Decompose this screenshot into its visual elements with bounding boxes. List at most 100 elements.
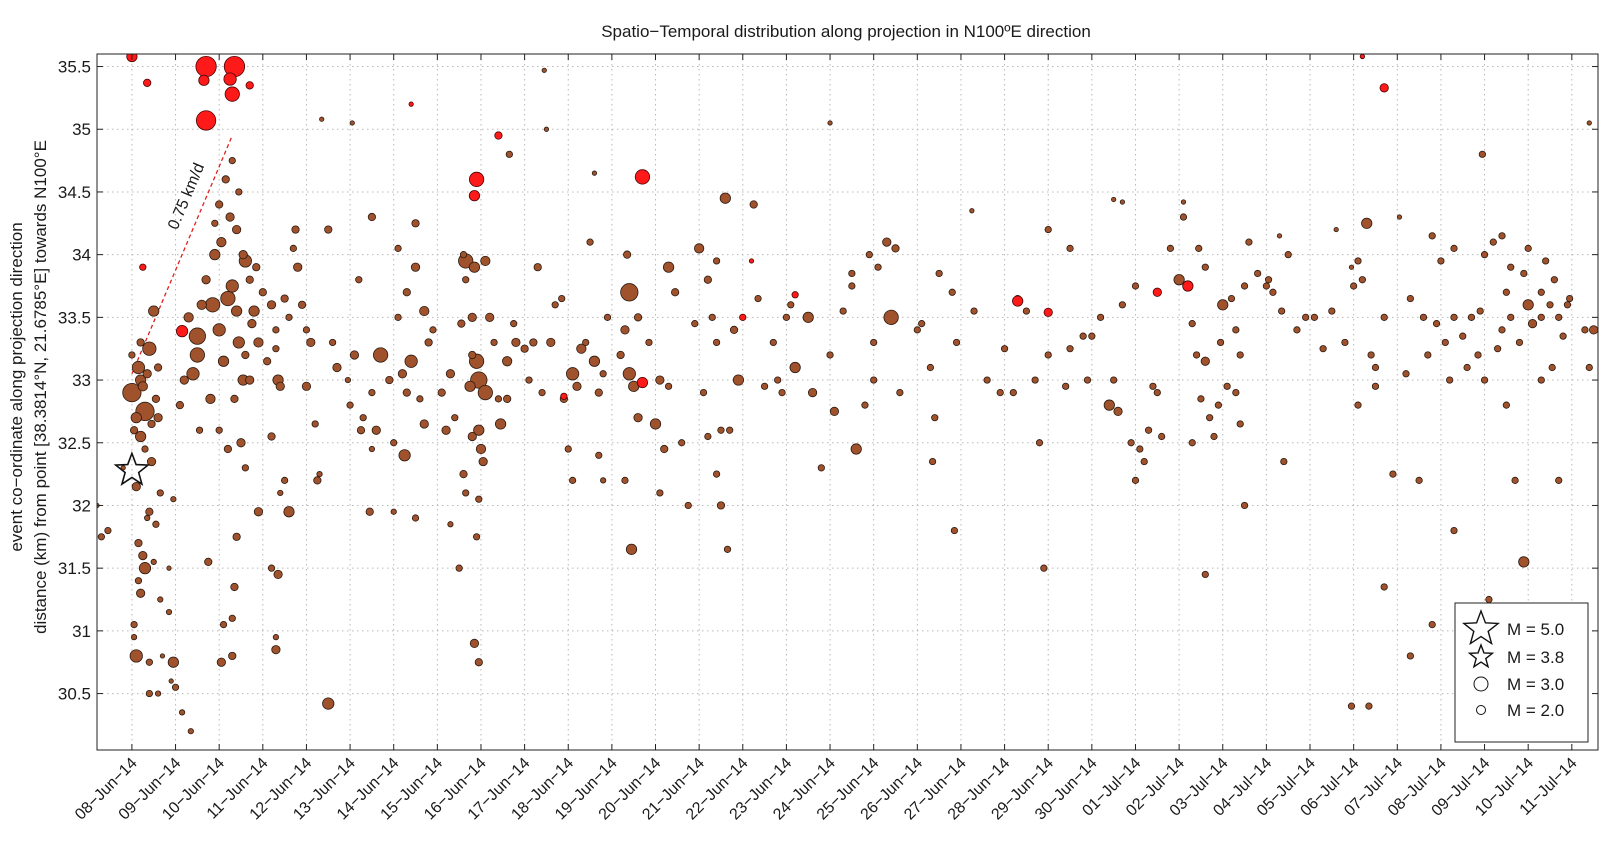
event-point-recent bbox=[494, 131, 503, 140]
event-point bbox=[703, 275, 712, 284]
event-point bbox=[319, 116, 325, 122]
event-point bbox=[468, 350, 477, 360]
event-point bbox=[398, 449, 411, 462]
event-point bbox=[1476, 307, 1484, 315]
event-point bbox=[1264, 276, 1273, 284]
event-point bbox=[1066, 345, 1074, 353]
y-tick-label: 32.5 bbox=[58, 434, 91, 453]
event-point bbox=[1450, 526, 1458, 535]
event-point bbox=[850, 443, 862, 455]
event-point bbox=[159, 653, 166, 659]
event-point bbox=[157, 596, 164, 603]
event-point bbox=[1380, 583, 1388, 591]
event-point-recent bbox=[469, 171, 485, 188]
event-point-recent bbox=[143, 78, 152, 87]
event-point bbox=[1118, 301, 1126, 309]
event-point bbox=[848, 269, 856, 278]
event-point bbox=[1459, 332, 1467, 340]
event-point bbox=[228, 156, 236, 165]
event-point bbox=[684, 501, 692, 510]
event-point bbox=[478, 456, 488, 467]
event-point-recent bbox=[195, 110, 217, 131]
y-tick-label: 33.5 bbox=[58, 308, 91, 327]
event-point bbox=[1140, 457, 1148, 466]
event-point bbox=[1463, 363, 1471, 372]
event-point bbox=[896, 388, 904, 397]
event-point bbox=[983, 376, 991, 384]
event-point bbox=[926, 363, 935, 372]
event-point bbox=[419, 305, 430, 317]
event-point bbox=[678, 439, 686, 447]
event-point bbox=[232, 336, 245, 349]
event-point bbox=[404, 354, 418, 368]
mainshock-star bbox=[113, 451, 151, 486]
event-point bbox=[566, 367, 580, 381]
event-point bbox=[712, 470, 721, 478]
event-point bbox=[291, 225, 300, 234]
event-point bbox=[447, 521, 454, 528]
event-point-recent bbox=[791, 291, 799, 299]
event-point bbox=[1088, 332, 1096, 340]
event-point bbox=[429, 326, 437, 334]
event-point bbox=[704, 432, 712, 441]
event-point bbox=[390, 439, 398, 447]
event-point bbox=[148, 305, 160, 317]
event-point bbox=[1450, 244, 1458, 252]
event-point-recent bbox=[1043, 307, 1053, 317]
event-point bbox=[475, 495, 483, 503]
event-point bbox=[252, 263, 261, 272]
event-point bbox=[1502, 401, 1510, 409]
event-point bbox=[1083, 376, 1092, 384]
event-point bbox=[1180, 199, 1187, 205]
event-point bbox=[485, 312, 495, 322]
event-point bbox=[187, 728, 194, 735]
event-point bbox=[778, 388, 786, 397]
event-point bbox=[1542, 257, 1550, 265]
event-point bbox=[950, 526, 959, 535]
event-point bbox=[1402, 370, 1410, 378]
event-point bbox=[1581, 326, 1589, 334]
event-point bbox=[1489, 238, 1497, 246]
event-point bbox=[732, 374, 745, 386]
event-point bbox=[520, 344, 529, 353]
event-point bbox=[935, 269, 943, 278]
event-point bbox=[1415, 476, 1423, 484]
event-point bbox=[175, 401, 185, 410]
event-point bbox=[1389, 470, 1397, 478]
event-point bbox=[144, 514, 151, 522]
event-point bbox=[142, 341, 157, 356]
event-point bbox=[1245, 238, 1253, 246]
event-point bbox=[802, 311, 814, 323]
event-point bbox=[723, 545, 732, 553]
event-point bbox=[411, 514, 420, 522]
event-point bbox=[104, 526, 112, 535]
event-point bbox=[490, 338, 498, 347]
event-point bbox=[211, 219, 219, 227]
event-point bbox=[1367, 351, 1375, 359]
event-point bbox=[760, 382, 769, 390]
event-point bbox=[131, 360, 146, 375]
event-point bbox=[594, 388, 603, 397]
event-point bbox=[1467, 313, 1476, 321]
event-point bbox=[131, 482, 141, 492]
y-tick-label: 35.5 bbox=[58, 58, 91, 77]
event-point bbox=[230, 582, 239, 592]
event-point bbox=[1515, 338, 1524, 347]
event-point-recent bbox=[739, 313, 747, 321]
event-point bbox=[1361, 217, 1373, 229]
event-point-recent bbox=[1152, 287, 1162, 297]
event-point bbox=[1474, 351, 1482, 359]
event-point bbox=[633, 313, 643, 322]
event-point bbox=[1113, 406, 1123, 417]
event-point bbox=[134, 577, 143, 585]
event-point bbox=[332, 362, 342, 373]
event-point bbox=[655, 375, 665, 385]
event-point bbox=[156, 489, 164, 497]
event-point bbox=[625, 543, 638, 555]
event-point bbox=[365, 507, 374, 516]
event-point bbox=[623, 250, 632, 259]
event-point bbox=[726, 426, 734, 434]
event-point bbox=[221, 175, 230, 184]
event-point bbox=[355, 276, 363, 284]
